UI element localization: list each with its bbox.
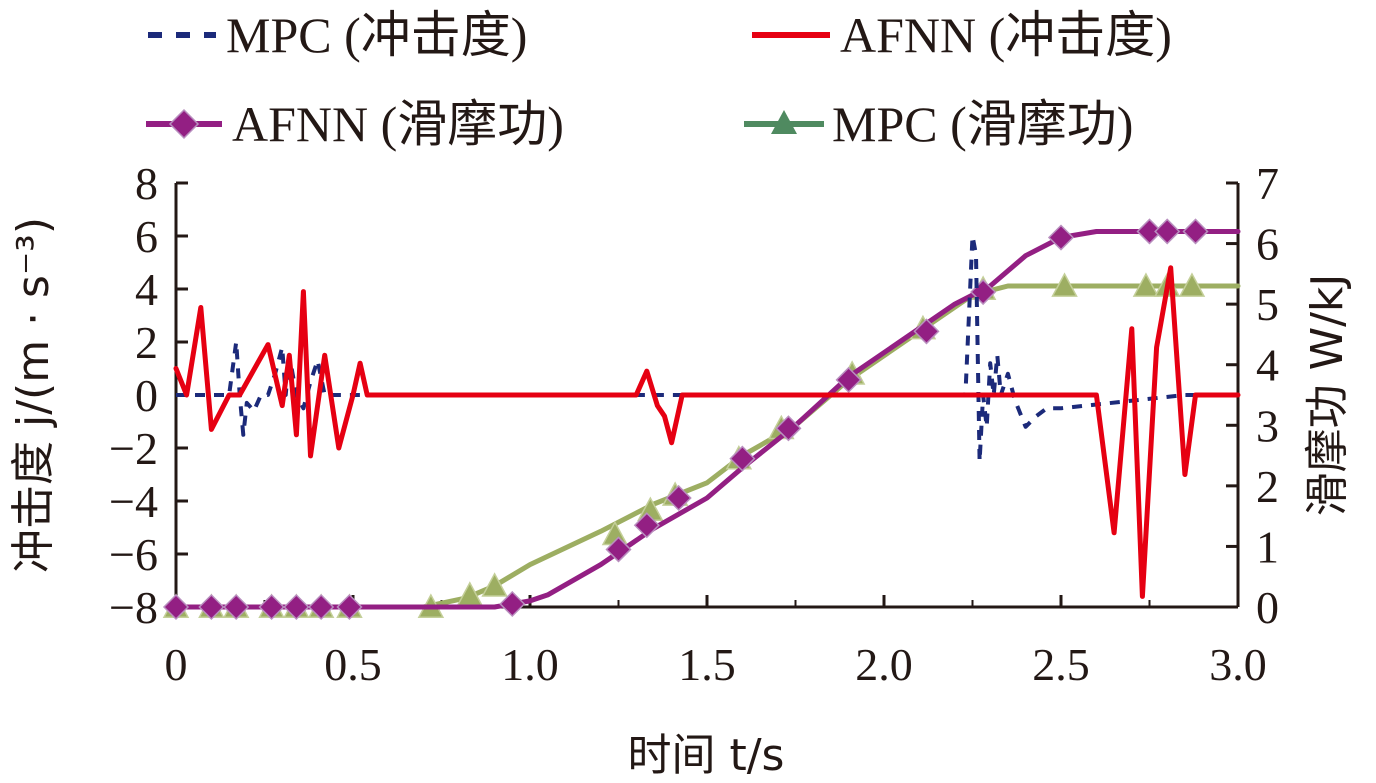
- y-right-tick-label: 2: [1256, 461, 1279, 512]
- series-afnn-work-point: [198, 593, 225, 621]
- y-right-tick-label: 0: [1256, 582, 1279, 633]
- series-afnn-work: [162, 218, 1241, 621]
- series-mpc-work-point: [481, 572, 508, 597]
- series-afnn-work-point: [162, 593, 190, 621]
- series-afnn-work-point: [1136, 218, 1163, 245]
- x-tick-label: 0: [165, 639, 188, 690]
- y-left-tick-label: 8: [135, 158, 158, 209]
- legend-item-mpc-work: MPC (滑摩功): [744, 96, 1133, 152]
- legend: MPC (冲击度) AFNN (冲击度) AFNN (滑摩功) MPC (滑摩功…: [146, 7, 1172, 152]
- legend-label-mpc-jerk: MPC (冲击度): [226, 7, 527, 63]
- x-tick-label: 0.5: [324, 639, 382, 690]
- legend-marker-mpc-work: [771, 110, 797, 134]
- x-tick-label: 1.0: [501, 639, 559, 690]
- series-afnn-work-point: [835, 366, 862, 393]
- x-tick-label: 2.0: [855, 639, 913, 690]
- x-axis-title-text: 时间 t/s: [628, 730, 785, 781]
- y-left-axis-title: 冲击度 j/(m · s⁻³): [8, 217, 59, 573]
- x-axis-title: 时间 t/s: [628, 730, 785, 781]
- y-right-tick-label: 3: [1256, 400, 1279, 451]
- legend-item-afnn-work: AFNN (滑摩功): [146, 96, 564, 152]
- y-left-tick-label: 6: [135, 211, 158, 262]
- series-mpc-jerk: [176, 234, 1238, 464]
- series-afnn-work-point: [913, 318, 940, 345]
- y-left-axis-title-text: 冲击度 j/(m · s⁻³): [8, 217, 59, 573]
- legend-marker-afnn-work: [168, 108, 200, 140]
- series-layer: [162, 218, 1241, 621]
- series-afnn-work-point: [633, 512, 660, 539]
- legend-label-mpc-work: MPC (滑摩功): [832, 96, 1133, 152]
- y-left-tick-label: −2: [109, 423, 158, 474]
- series-afnn-work-point: [729, 445, 756, 472]
- legend-item-mpc-jerk: MPC (冲击度): [148, 7, 527, 63]
- y-right-tick-label: 4: [1256, 340, 1279, 391]
- legend-label-afnn-jerk: AFNN (冲击度): [840, 7, 1172, 63]
- series-mpc-work-point: [1132, 272, 1160, 297]
- series-afnn-work-line: [173, 229, 1241, 610]
- y-right-axis-title-text: 滑摩功 W/kJ: [1302, 274, 1353, 517]
- series-mpc-work-line: [173, 283, 1241, 610]
- series-mpc-jerk-line: [176, 234, 1238, 464]
- series-afnn-work-point: [775, 415, 802, 442]
- y-left-tick-label: 0: [135, 370, 158, 421]
- series-afnn-work-point: [1182, 218, 1209, 245]
- y-left-tick-label: 4: [135, 264, 158, 315]
- series-afnn-work-point: [499, 590, 526, 618]
- series-afnn-work-point: [336, 593, 363, 621]
- y-right-axis-title: 滑摩功 W/kJ: [1302, 274, 1353, 517]
- x-tick-label: 3.0: [1209, 639, 1267, 690]
- y-left-tick-label: −8: [109, 582, 158, 633]
- series-afnn-jerk: [173, 265, 1241, 599]
- x-ticks: 0 0.5 1.0 1.5 2.0 2.5 3.0: [165, 595, 1267, 690]
- series-afnn-work-point: [665, 484, 692, 512]
- series-afnn-work-point: [1154, 218, 1181, 245]
- y-right-tick-label: 5: [1256, 279, 1279, 330]
- series-mpc-work-point: [1051, 272, 1078, 297]
- series-afnn-work-point: [258, 593, 285, 621]
- series-afnn-work-point: [605, 536, 632, 563]
- series-afnn-work-point: [308, 593, 335, 621]
- y-left-tick-label: −6: [109, 529, 158, 580]
- legend-item-afnn-jerk: AFNN (冲击度): [752, 7, 1172, 63]
- series-afnn-jerk-line: [173, 265, 1241, 599]
- x-tick-label: 2.5: [1032, 639, 1090, 690]
- series-mpc-work-point: [1178, 272, 1206, 297]
- series-mpc-work: [162, 272, 1241, 618]
- series-afnn-work-point: [223, 593, 250, 621]
- y-right-ticks: 0 1 2 3 4 5 6 7: [1226, 158, 1279, 633]
- legend-label-afnn-work: AFNN (滑摩功): [232, 96, 564, 152]
- y-left-tick-label: −4: [109, 476, 158, 527]
- series-afnn-work-point: [1047, 224, 1075, 251]
- y-right-tick-label: 1: [1256, 521, 1279, 572]
- x-tick-label: 1.5: [678, 639, 736, 690]
- y-left-tick-label: 2: [135, 317, 158, 368]
- y-right-tick-label: 7: [1256, 158, 1279, 209]
- series-afnn-work-point: [283, 593, 310, 621]
- y-right-tick-label: 6: [1256, 219, 1279, 270]
